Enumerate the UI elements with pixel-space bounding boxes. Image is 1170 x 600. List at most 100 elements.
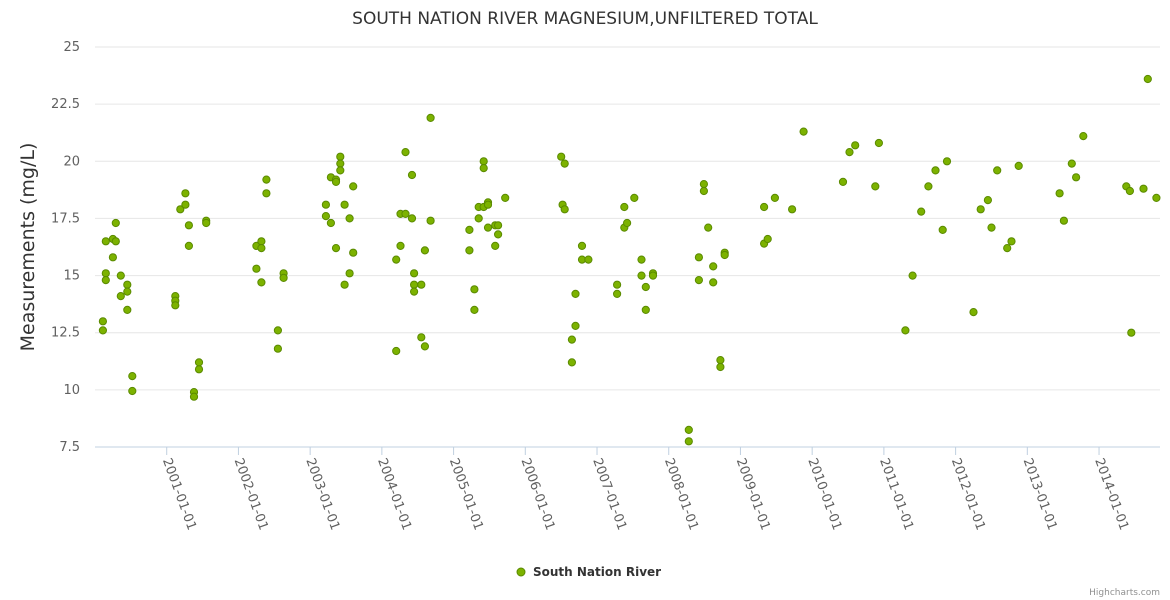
data-point[interactable] [620, 202, 629, 212]
data-point[interactable] [426, 216, 435, 225]
data-point[interactable] [345, 269, 354, 278]
data-point[interactable] [584, 255, 593, 264]
data-point[interactable] [479, 164, 488, 173]
data-point[interactable] [838, 177, 848, 186]
data-point[interactable] [194, 358, 204, 367]
data-point[interactable] [1079, 132, 1088, 141]
data-point[interactable] [613, 289, 622, 298]
data-point[interactable] [1003, 244, 1012, 253]
data-point[interactable] [262, 189, 271, 198]
data-point[interactable] [465, 246, 474, 255]
data-point[interactable] [262, 175, 271, 184]
data-point[interactable] [340, 280, 349, 289]
data-point[interactable] [1143, 74, 1152, 84]
data-point[interactable] [470, 305, 479, 314]
data-point[interactable] [101, 269, 110, 278]
data-point[interactable] [321, 200, 330, 209]
data-point[interactable] [420, 342, 429, 351]
data-point[interactable] [257, 244, 266, 253]
data-point[interactable] [101, 237, 110, 246]
data-point[interactable] [983, 196, 993, 205]
data-point[interactable] [184, 241, 193, 250]
data-point[interactable] [770, 193, 780, 202]
data-point[interactable] [494, 221, 503, 230]
data-point[interactable] [637, 255, 646, 264]
data-point[interactable] [128, 386, 137, 396]
data-point[interactable] [1127, 328, 1136, 337]
data-point[interactable] [116, 271, 125, 280]
data-point[interactable] [577, 241, 587, 250]
data-point[interactable] [1139, 184, 1148, 193]
data-point[interactable] [349, 182, 358, 191]
data-point[interactable] [799, 127, 808, 136]
data-point[interactable] [108, 253, 118, 262]
data-point[interactable] [336, 152, 345, 161]
data-point[interactable] [417, 280, 426, 289]
data-point[interactable] [501, 193, 510, 202]
data-point[interactable] [1152, 193, 1161, 202]
data-point[interactable] [345, 214, 354, 223]
data-point[interactable] [420, 246, 429, 255]
data-point[interactable] [426, 113, 435, 123]
data-point[interactable] [571, 321, 580, 330]
data-point[interactable] [279, 273, 288, 282]
data-point[interactable] [637, 271, 646, 280]
data-point[interactable] [924, 182, 933, 191]
data-point[interactable] [969, 308, 978, 317]
data-point[interactable] [699, 180, 709, 189]
data-point[interactable] [917, 207, 926, 216]
data-point[interactable] [1067, 159, 1076, 168]
data-point[interactable] [331, 177, 341, 186]
data-point[interactable] [720, 250, 729, 260]
data-point[interactable] [336, 159, 345, 168]
data-point[interactable] [321, 212, 330, 221]
data-point[interactable] [684, 425, 693, 434]
data-point[interactable] [171, 301, 180, 310]
data-point[interactable] [252, 264, 261, 273]
data-point[interactable] [684, 437, 693, 446]
data-point[interactable] [709, 278, 718, 287]
data-point[interactable] [483, 223, 493, 232]
data-point[interactable] [641, 282, 650, 292]
data-point[interactable] [709, 262, 718, 271]
data-point[interactable] [699, 186, 709, 196]
data-point[interactable] [257, 237, 266, 246]
data-point[interactable] [410, 269, 419, 278]
data-point[interactable] [101, 276, 110, 285]
data-point[interactable] [931, 166, 940, 175]
data-point[interactable] [410, 287, 419, 296]
data-point[interactable] [630, 193, 639, 202]
data-point[interactable] [908, 271, 917, 280]
data-point[interactable] [116, 292, 125, 301]
series-south-nation-river[interactable] [98, 74, 1161, 446]
data-point[interactable] [993, 166, 1002, 175]
data-point[interactable] [336, 166, 345, 175]
data-point[interactable] [257, 278, 266, 287]
data-point[interactable] [483, 200, 493, 209]
data-point[interactable] [1014, 161, 1023, 170]
data-point[interactable] [623, 218, 632, 228]
data-point[interactable] [392, 255, 401, 264]
legend-item-south-nation-river[interactable]: South Nation River [533, 565, 661, 579]
data-point[interactable] [470, 285, 479, 294]
data-point[interactable] [942, 157, 952, 166]
data-point[interactable] [98, 317, 108, 326]
data-point[interactable] [401, 209, 410, 218]
data-point[interactable] [349, 248, 358, 257]
data-point[interactable] [465, 225, 474, 234]
data-point[interactable] [128, 372, 137, 381]
data-point[interactable] [976, 205, 985, 214]
data-point[interactable] [401, 148, 410, 157]
data-point[interactable] [641, 305, 650, 314]
data-point[interactable] [410, 280, 419, 289]
data-point[interactable] [184, 221, 193, 230]
data-point[interactable] [194, 365, 204, 374]
data-point[interactable] [560, 159, 569, 168]
data-point[interactable] [874, 138, 884, 148]
data-point[interactable] [648, 271, 658, 280]
data-point[interactable] [1055, 189, 1064, 198]
data-point[interactable] [111, 218, 120, 228]
data-point[interactable] [494, 230, 503, 239]
data-point[interactable] [557, 152, 566, 161]
data-point[interactable] [176, 205, 185, 214]
